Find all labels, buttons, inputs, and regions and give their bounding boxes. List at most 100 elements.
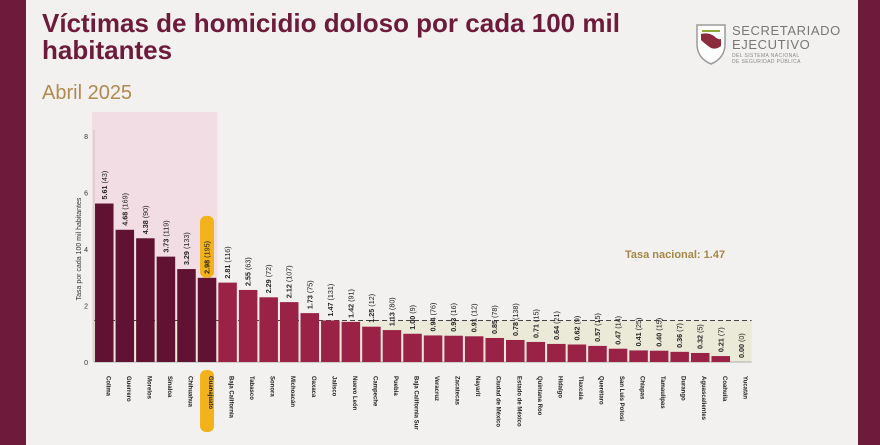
bar bbox=[197, 277, 217, 362]
x-tick-label: Querétaro bbox=[597, 376, 603, 405]
data-label: 0.36 (7) bbox=[675, 323, 684, 348]
y-tick-label: 2 bbox=[84, 304, 88, 311]
x-tick-label: Baja California bbox=[228, 376, 234, 419]
x-tick-label: Baja California Sur bbox=[413, 376, 419, 430]
logo-line2: EJECUTIVO bbox=[732, 37, 811, 52]
x-tick-label: Campeche bbox=[371, 376, 377, 407]
bar bbox=[115, 229, 135, 362]
bar bbox=[711, 356, 731, 362]
bar bbox=[341, 321, 361, 362]
data-label: 0.32 (5) bbox=[696, 324, 705, 349]
x-tick-label: Nayarit bbox=[474, 376, 480, 396]
x-tick-label: Estado de México bbox=[515, 376, 521, 427]
x-tick-label: Tamaulipas bbox=[659, 376, 665, 409]
x-tick-label: Guanajuato bbox=[207, 376, 213, 409]
x-tick-label: Sinaloa bbox=[166, 376, 172, 398]
x-tick-label: Zacatecas bbox=[454, 376, 460, 406]
logo-text: SECRETARIADO EJECUTIVO bbox=[732, 24, 841, 52]
data-label: 0.93 (16) bbox=[449, 303, 458, 332]
data-label: 0.91 (12) bbox=[470, 303, 479, 332]
x-tick-label: Quintana Roo bbox=[536, 376, 542, 416]
x-tick-label: Tabasco bbox=[248, 376, 254, 400]
data-label: 1.47 (131) bbox=[326, 284, 335, 317]
x-tick-label: Chihuahua bbox=[186, 376, 192, 408]
data-label: 5.61 (43) bbox=[100, 171, 109, 200]
data-label: 0.21 (7) bbox=[716, 327, 725, 352]
x-tick-label: Michoacán bbox=[289, 376, 295, 407]
bar bbox=[608, 348, 628, 362]
x-tick-label: Tlaxcala bbox=[577, 376, 583, 400]
bar bbox=[218, 282, 237, 362]
x-tick-label: Ciudad de México bbox=[495, 376, 501, 427]
bar bbox=[95, 203, 114, 362]
data-label: 2.29 (72) bbox=[264, 265, 273, 294]
y-tick-label: 4 bbox=[84, 247, 88, 254]
logo-line4: DE SEGURIDAD PÚBLICA bbox=[732, 59, 801, 65]
data-label: 3.29 (133) bbox=[182, 232, 191, 265]
x-tick-label: Coahuila bbox=[721, 376, 727, 402]
data-label: 1.25 (12) bbox=[367, 294, 376, 323]
bar bbox=[629, 350, 648, 362]
bar bbox=[526, 341, 546, 362]
y-tick-label: 0 bbox=[84, 360, 88, 367]
x-tick-label: Guerrero bbox=[125, 376, 131, 402]
bar bbox=[567, 344, 587, 362]
data-label: 0.57 (15) bbox=[593, 313, 602, 342]
data-label: 0.94 (76) bbox=[429, 303, 438, 332]
bar bbox=[444, 335, 463, 362]
data-label: 0.78 (138) bbox=[511, 303, 520, 336]
data-label: 0.85 (78) bbox=[490, 305, 499, 334]
bar bbox=[156, 256, 176, 362]
y-tick-label: 8 bbox=[84, 134, 88, 141]
chart-title: Víctimas de homicidio doloso por cada 10… bbox=[42, 8, 620, 65]
logo-line1: SECRETARIADO bbox=[732, 23, 841, 38]
y-axis-label: Tasa por cada 100 mil habitantes bbox=[76, 197, 83, 300]
bar bbox=[321, 320, 340, 362]
data-label: 2.12 (107) bbox=[285, 265, 294, 298]
data-label: 0.41 (25) bbox=[634, 318, 643, 347]
x-tick-label: Chiapas bbox=[639, 376, 645, 400]
data-label: 2.55 (63) bbox=[244, 257, 253, 286]
bar bbox=[259, 297, 278, 362]
bar bbox=[136, 238, 155, 362]
bar bbox=[403, 333, 422, 362]
x-tick-label: Jalisco bbox=[330, 376, 336, 397]
data-label: 4.68 (169) bbox=[120, 193, 129, 226]
bar bbox=[423, 335, 443, 362]
data-label: 1.42 (91) bbox=[346, 289, 355, 318]
data-label: 3.73 (119) bbox=[161, 220, 170, 252]
logo-subtext: DEL SISTEMA NACIONAL DE SEGURIDAD PÚBLIC… bbox=[732, 53, 801, 65]
x-tick-label: Oaxaca bbox=[310, 376, 316, 398]
bar bbox=[362, 326, 381, 362]
highlight-category-badge bbox=[200, 370, 215, 432]
chart-subtitle: Abril 2025 bbox=[42, 82, 133, 104]
logo-line3: DEL SISTEMA NACIONAL bbox=[732, 53, 800, 59]
x-tick-label: Puebla bbox=[392, 376, 398, 396]
bar bbox=[547, 343, 566, 362]
data-label: 0.40 (15) bbox=[655, 318, 664, 347]
bar bbox=[464, 336, 484, 362]
shield-map-logo-icon bbox=[696, 24, 726, 65]
data-label: 1.13 (80) bbox=[387, 297, 396, 326]
data-label: 0.64 (21) bbox=[552, 311, 561, 340]
x-tick-label: Sonora bbox=[269, 376, 275, 397]
data-label: 0.47 (14) bbox=[614, 316, 623, 345]
data-label: 1.00 (9) bbox=[408, 305, 417, 330]
bar bbox=[485, 337, 504, 362]
x-tick-label: Nuevo León bbox=[351, 376, 357, 411]
secretariado-logo: SECRETARIADO EJECUTIVO DEL SISTEMA NACIO… bbox=[694, 22, 854, 70]
x-tick-label: San Luis Potosí bbox=[618, 376, 624, 421]
x-tick-label: Durango bbox=[680, 376, 686, 401]
x-tick-label: Aguascalientes bbox=[700, 376, 706, 421]
bar bbox=[649, 350, 669, 362]
national-rate-label: Tasa nacional: 1.47 bbox=[625, 249, 725, 261]
x-tick-label: Yucatán bbox=[741, 376, 747, 399]
highlight-value-badge bbox=[200, 215, 215, 278]
bar bbox=[690, 352, 710, 362]
x-tick-label: Colima bbox=[104, 376, 110, 397]
data-label: 0.71 (15) bbox=[531, 309, 540, 338]
bar bbox=[670, 351, 689, 362]
x-tick-label: Veracruz bbox=[433, 376, 439, 401]
data-label: 0.00 (0) bbox=[737, 333, 746, 358]
data-label: 0.62 (9) bbox=[572, 316, 581, 341]
